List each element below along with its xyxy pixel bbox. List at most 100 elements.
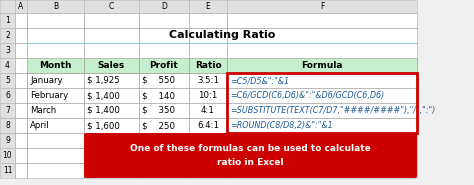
- Bar: [15, 13, 27, 28]
- Bar: [227, 148, 417, 163]
- Bar: [227, 43, 417, 58]
- Text: =SUBSTITUTE(TEXT(C7/D7,"####/####"),"/",":"): =SUBSTITUTE(TEXT(C7/D7,"####/####"),"/",…: [230, 106, 435, 115]
- Bar: [15, 118, 27, 133]
- Bar: [27, 58, 84, 73]
- Bar: [139, 133, 189, 148]
- Bar: [27, 28, 84, 43]
- Bar: [27, 118, 84, 133]
- Text: Ratio: Ratio: [195, 61, 221, 70]
- Bar: [15, 13, 27, 28]
- Bar: [0, 148, 15, 163]
- Bar: [0, 13, 15, 28]
- Bar: [227, 88, 417, 103]
- Bar: [189, 148, 227, 163]
- Bar: [0, 0, 15, 13]
- Bar: [27, 133, 84, 148]
- Bar: [139, 163, 189, 178]
- Text: 3.5:1: 3.5:1: [197, 76, 219, 85]
- Bar: [139, 13, 189, 28]
- Bar: [0, 118, 15, 133]
- Bar: [15, 163, 27, 178]
- Bar: [227, 163, 417, 178]
- Text: One of these formulas can be used to calculate
ratio in Excel: One of these formulas can be used to cal…: [130, 144, 371, 167]
- Text: Profit: Profit: [150, 61, 178, 70]
- Bar: [139, 148, 189, 163]
- Text: B: B: [53, 2, 58, 11]
- Bar: [0, 28, 15, 43]
- Bar: [0, 43, 15, 58]
- Text: 2: 2: [5, 31, 10, 40]
- Text: E: E: [206, 2, 210, 11]
- Bar: [139, 118, 189, 133]
- Text: 11: 11: [3, 166, 12, 175]
- Bar: [139, 58, 189, 73]
- Bar: [84, 58, 139, 73]
- Bar: [139, 58, 189, 73]
- Bar: [227, 28, 417, 43]
- Bar: [189, 58, 227, 73]
- Bar: [15, 148, 27, 163]
- Bar: [0, 13, 15, 28]
- Bar: [84, 133, 139, 148]
- Bar: [15, 58, 27, 73]
- Bar: [139, 28, 189, 43]
- Bar: [84, 88, 139, 103]
- Bar: [139, 118, 189, 133]
- Bar: [0, 133, 15, 148]
- Bar: [84, 118, 139, 133]
- Bar: [15, 28, 27, 43]
- Bar: [139, 13, 189, 28]
- Bar: [84, 73, 139, 88]
- Bar: [84, 28, 139, 43]
- Bar: [139, 0, 189, 13]
- Bar: [189, 0, 227, 13]
- Bar: [0, 103, 15, 118]
- Bar: [139, 133, 189, 148]
- Bar: [227, 118, 417, 133]
- Bar: [227, 58, 417, 73]
- Bar: [84, 148, 139, 163]
- Bar: [227, 133, 417, 148]
- Bar: [227, 73, 417, 88]
- Bar: [27, 148, 84, 163]
- Bar: [139, 88, 189, 103]
- Bar: [189, 43, 227, 58]
- Bar: [189, 163, 227, 178]
- Bar: [139, 58, 189, 73]
- Text: Calculating Ratio: Calculating Ratio: [169, 31, 275, 41]
- Text: $ 1,925: $ 1,925: [87, 76, 120, 85]
- Bar: [189, 118, 227, 133]
- Bar: [189, 43, 227, 58]
- Bar: [189, 148, 227, 163]
- Text: 5: 5: [5, 76, 10, 85]
- Text: D: D: [161, 2, 167, 11]
- Text: 7: 7: [5, 106, 10, 115]
- Bar: [227, 88, 417, 103]
- Bar: [139, 43, 189, 58]
- Bar: [27, 163, 84, 178]
- Bar: [139, 148, 189, 163]
- Bar: [15, 133, 27, 148]
- Bar: [0, 73, 15, 88]
- Text: A: A: [18, 2, 24, 11]
- Bar: [84, 118, 139, 133]
- Bar: [27, 73, 84, 88]
- Text: 4: 4: [5, 61, 10, 70]
- Bar: [27, 118, 84, 133]
- Bar: [0, 43, 15, 58]
- Bar: [84, 58, 139, 73]
- Text: =ROUND(C8/D8,2)&":"&1: =ROUND(C8/D8,2)&":"&1: [230, 121, 333, 130]
- Bar: [227, 28, 417, 43]
- Bar: [15, 73, 27, 88]
- Bar: [15, 73, 27, 88]
- Bar: [189, 0, 227, 13]
- Bar: [189, 133, 227, 148]
- Text: C: C: [109, 2, 114, 11]
- Bar: [0, 88, 15, 103]
- Bar: [27, 163, 84, 178]
- Bar: [0, 118, 15, 133]
- Bar: [0, 163, 15, 178]
- Bar: [84, 163, 139, 178]
- Bar: [15, 133, 27, 148]
- Bar: [227, 13, 417, 28]
